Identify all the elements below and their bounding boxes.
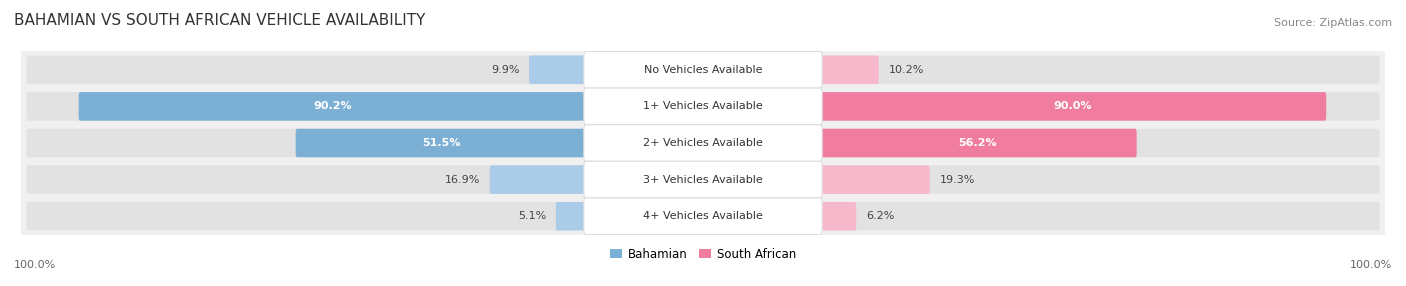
Text: 9.9%: 9.9%	[491, 65, 519, 75]
Text: 100.0%: 100.0%	[14, 260, 56, 270]
FancyBboxPatch shape	[583, 88, 823, 125]
FancyBboxPatch shape	[489, 165, 588, 194]
FancyBboxPatch shape	[27, 92, 588, 121]
FancyBboxPatch shape	[21, 188, 1385, 244]
FancyBboxPatch shape	[27, 129, 588, 157]
FancyBboxPatch shape	[818, 129, 1136, 157]
FancyBboxPatch shape	[818, 129, 1379, 157]
Text: 16.9%: 16.9%	[444, 175, 479, 184]
FancyBboxPatch shape	[583, 198, 823, 235]
Legend: Bahamian, South African: Bahamian, South African	[605, 243, 801, 265]
Text: 2+ Vehicles Available: 2+ Vehicles Available	[643, 138, 763, 148]
FancyBboxPatch shape	[27, 55, 588, 84]
Text: 19.3%: 19.3%	[939, 175, 974, 184]
FancyBboxPatch shape	[818, 55, 879, 84]
FancyBboxPatch shape	[21, 79, 1385, 134]
FancyBboxPatch shape	[818, 165, 929, 194]
Text: 51.5%: 51.5%	[422, 138, 461, 148]
FancyBboxPatch shape	[818, 202, 1379, 231]
Text: 4+ Vehicles Available: 4+ Vehicles Available	[643, 211, 763, 221]
FancyBboxPatch shape	[818, 202, 856, 231]
Text: 6.2%: 6.2%	[866, 211, 894, 221]
FancyBboxPatch shape	[21, 42, 1385, 98]
FancyBboxPatch shape	[79, 92, 588, 121]
FancyBboxPatch shape	[555, 202, 588, 231]
FancyBboxPatch shape	[295, 129, 588, 157]
FancyBboxPatch shape	[818, 92, 1379, 121]
FancyBboxPatch shape	[21, 152, 1385, 207]
FancyBboxPatch shape	[27, 165, 588, 194]
Text: 56.2%: 56.2%	[959, 138, 997, 148]
FancyBboxPatch shape	[583, 51, 823, 88]
Text: 1+ Vehicles Available: 1+ Vehicles Available	[643, 102, 763, 111]
FancyBboxPatch shape	[27, 202, 588, 231]
Text: 90.0%: 90.0%	[1053, 102, 1091, 111]
Text: 10.2%: 10.2%	[889, 65, 924, 75]
FancyBboxPatch shape	[818, 55, 1379, 84]
FancyBboxPatch shape	[583, 125, 823, 161]
Text: No Vehicles Available: No Vehicles Available	[644, 65, 762, 75]
FancyBboxPatch shape	[21, 115, 1385, 171]
FancyBboxPatch shape	[818, 92, 1326, 121]
Text: Source: ZipAtlas.com: Source: ZipAtlas.com	[1274, 18, 1392, 28]
Text: 5.1%: 5.1%	[517, 211, 547, 221]
Text: 90.2%: 90.2%	[314, 102, 353, 111]
Text: 3+ Vehicles Available: 3+ Vehicles Available	[643, 175, 763, 184]
Text: BAHAMIAN VS SOUTH AFRICAN VEHICLE AVAILABILITY: BAHAMIAN VS SOUTH AFRICAN VEHICLE AVAILA…	[14, 13, 426, 28]
FancyBboxPatch shape	[529, 55, 588, 84]
FancyBboxPatch shape	[818, 165, 1379, 194]
FancyBboxPatch shape	[583, 161, 823, 198]
Text: 100.0%: 100.0%	[1350, 260, 1392, 270]
